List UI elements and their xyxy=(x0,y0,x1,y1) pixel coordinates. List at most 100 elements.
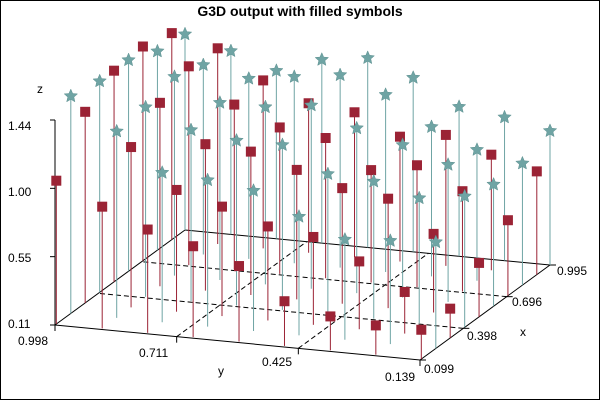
data-point xyxy=(474,257,485,317)
floor-back-edge xyxy=(54,229,186,326)
data-point xyxy=(229,132,244,306)
square-marker xyxy=(274,122,285,133)
data-point xyxy=(349,120,365,294)
star-marker xyxy=(286,69,302,83)
star-marker xyxy=(515,155,530,170)
square-marker xyxy=(411,160,422,171)
data-point xyxy=(303,98,314,253)
data-point xyxy=(320,133,331,279)
square-marker xyxy=(291,164,302,175)
square-marker xyxy=(399,286,410,297)
square-marker xyxy=(308,231,319,242)
star-marker xyxy=(177,26,193,41)
star-marker xyxy=(167,69,182,84)
data-point xyxy=(200,172,215,327)
data-point xyxy=(245,146,256,295)
data-point xyxy=(457,186,468,292)
square-marker xyxy=(217,201,228,212)
data-point xyxy=(303,97,319,289)
y-tick-label-1: 0.711 xyxy=(139,346,168,360)
data-point xyxy=(223,43,239,235)
x-grid-line xyxy=(98,292,464,329)
data-point xyxy=(109,65,120,282)
data-point xyxy=(440,157,456,302)
data-point xyxy=(337,231,353,340)
star-marker xyxy=(457,188,472,203)
star-marker xyxy=(291,208,307,223)
data-point xyxy=(486,149,497,271)
square-marker xyxy=(142,224,153,235)
data-marks xyxy=(51,26,558,360)
y-tick-label-2: 0.425 xyxy=(262,355,292,369)
data-point xyxy=(366,173,382,319)
square-marker xyxy=(166,28,177,39)
star-marker xyxy=(150,43,165,58)
star-marker xyxy=(366,173,382,188)
data-point xyxy=(394,131,405,262)
data-point xyxy=(142,224,153,333)
square-marker xyxy=(416,324,427,335)
y-tick-label-0: 0.998 xyxy=(18,334,48,348)
data-point xyxy=(138,99,153,297)
data-point xyxy=(92,73,107,293)
data-point xyxy=(440,129,451,266)
square-marker xyxy=(126,142,137,153)
star-marker xyxy=(360,50,376,65)
y-tick-label-3: 0.139 xyxy=(385,370,415,384)
data-point xyxy=(196,57,211,255)
square-marker xyxy=(212,43,223,54)
square-marker xyxy=(370,320,381,331)
star-marker xyxy=(405,70,421,84)
data-point xyxy=(451,99,467,257)
x-tick-label-3: 0.995 xyxy=(557,264,587,278)
data-point xyxy=(360,50,376,248)
data-point xyxy=(167,69,182,276)
data-point xyxy=(246,183,261,331)
star-marker xyxy=(424,119,439,134)
data-point xyxy=(383,233,398,345)
data-point xyxy=(349,107,360,258)
data-point xyxy=(80,106,91,303)
x-tick-label-1: 0.398 xyxy=(467,329,497,343)
star-marker xyxy=(440,157,456,171)
data-point xyxy=(51,175,62,325)
star-marker xyxy=(395,137,410,152)
star-marker xyxy=(486,176,501,191)
star-marker xyxy=(109,123,125,138)
data-point xyxy=(126,142,137,308)
square-marker xyxy=(531,166,542,177)
square-marker xyxy=(325,311,336,322)
data-point xyxy=(183,61,194,266)
data-point xyxy=(171,184,182,312)
star-marker xyxy=(183,122,199,137)
square-marker xyxy=(502,215,513,226)
data-point xyxy=(291,208,307,336)
star-marker xyxy=(428,234,444,249)
data-point xyxy=(354,256,365,330)
star-marker xyxy=(275,137,290,152)
z-tick-label-2: 1.00 xyxy=(8,185,32,199)
data-point xyxy=(411,190,427,323)
square-marker xyxy=(474,257,485,268)
star-marker xyxy=(378,87,393,101)
data-point xyxy=(188,241,199,338)
data-point xyxy=(411,160,422,288)
star-marker xyxy=(121,52,136,67)
data-point xyxy=(109,123,125,318)
square-marker xyxy=(486,149,497,160)
data-point xyxy=(445,303,456,338)
data-point xyxy=(212,43,223,245)
data-point xyxy=(332,67,348,268)
data-point xyxy=(531,166,542,275)
data-point xyxy=(399,286,410,334)
square-marker xyxy=(279,296,290,307)
data-point xyxy=(383,193,394,309)
data-point xyxy=(258,99,273,285)
data-point xyxy=(424,119,439,277)
y-grid-line xyxy=(176,241,307,338)
square-marker xyxy=(337,183,348,194)
data-point xyxy=(370,320,381,355)
star-marker xyxy=(138,99,153,114)
data-point xyxy=(269,63,284,239)
data-point xyxy=(291,164,302,300)
